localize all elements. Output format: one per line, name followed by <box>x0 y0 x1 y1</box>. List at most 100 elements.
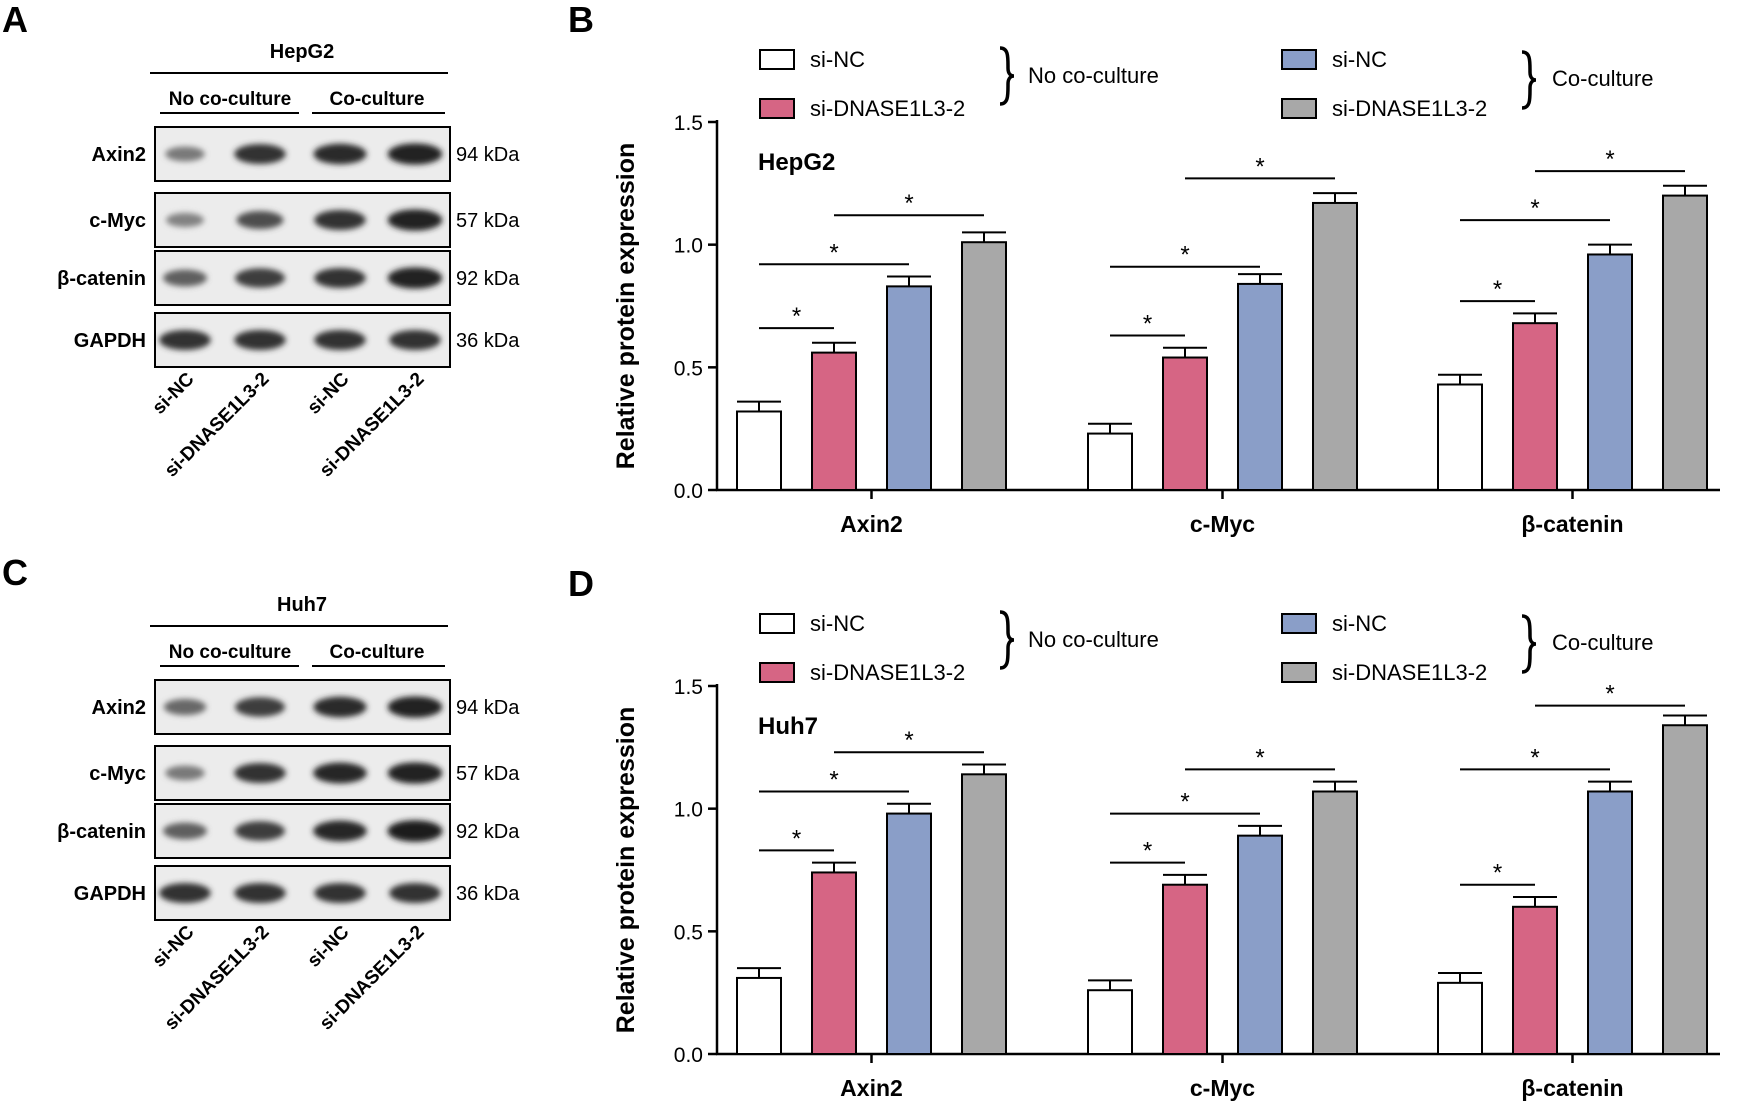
significance-star: * <box>1143 838 1152 865</box>
bar-chart: Bsi-NC si-DNASE1L3-2 si-NC si-DNASE1L3-2 No … <box>568 0 1720 537</box>
legend-swatch <box>1281 49 1317 70</box>
blot-band <box>387 267 443 289</box>
chart-title: HepG2 <box>758 149 835 176</box>
blot-row: Axin2 94 kDa <box>92 679 520 735</box>
blot-protein-label: Axin2 <box>92 144 146 166</box>
legend-label: si-DNASE1L3-2 <box>1332 660 1487 685</box>
significance-star: * <box>792 303 801 330</box>
blot-band <box>389 329 441 351</box>
legend-label: si-NC <box>1332 47 1387 72</box>
bar <box>1312 201 1358 492</box>
blot-band <box>387 762 443 784</box>
y-tick-label: 0.0 <box>674 480 703 503</box>
bar <box>736 410 782 492</box>
bar <box>886 812 932 1055</box>
y-tick-label: 0.5 <box>674 357 703 380</box>
blot-band <box>387 696 443 718</box>
blot-lane-label: si-NC <box>149 368 199 418</box>
legend-group-label: No co-culture <box>1028 63 1159 88</box>
panel-letter: C <box>2 552 28 593</box>
blot-group-label: Co-culture <box>330 89 425 110</box>
significance-star: * <box>792 825 801 852</box>
blot-lane-label: si-NC <box>149 921 199 971</box>
blot-band <box>314 329 366 351</box>
legend-label: si-NC <box>810 47 865 72</box>
blot-band <box>314 267 366 289</box>
bar <box>1087 432 1133 491</box>
bar <box>961 241 1007 491</box>
x-tick-label: c-Myc <box>1190 511 1255 537</box>
blot-group-label: No co-culture <box>169 89 291 110</box>
bar <box>736 976 782 1055</box>
legend-label: si-DNASE1L3-2 <box>1332 96 1487 121</box>
chart-legend: si-NC si-DNASE1L3-2 si-NC si-DNASE1L3-2 No c… <box>759 610 1653 685</box>
blot-band <box>314 882 366 904</box>
significance-star: * <box>1180 789 1189 816</box>
significance-star: * <box>904 190 913 217</box>
legend-group-label: Co-culture <box>1552 630 1653 655</box>
bar <box>1662 194 1708 491</box>
bar <box>1512 322 1558 491</box>
blot-kda-label: 92 kDa <box>456 821 520 843</box>
legend-brace <box>1521 614 1537 674</box>
bar <box>1312 790 1358 1055</box>
bar <box>886 285 932 491</box>
blot-cell-line: HepG2 <box>270 41 334 63</box>
significance-star: * <box>829 239 838 266</box>
x-tick-label: β-catenin <box>1521 511 1623 537</box>
significance-star: * <box>1493 276 1502 303</box>
y-axis-label: Relative protein expression <box>612 143 640 470</box>
legend-brace <box>1521 50 1537 110</box>
significance-star: * <box>829 766 838 793</box>
blot-kda-label: 36 kDa <box>456 883 520 905</box>
legend-swatch <box>1281 98 1317 119</box>
blot-band <box>166 212 204 228</box>
blot-kda-label: 57 kDa <box>456 210 520 232</box>
x-tick-label: β-catenin <box>1521 1075 1623 1101</box>
blot-band <box>234 882 286 904</box>
legend-label: si-NC <box>810 611 865 636</box>
blot-protein-label: Axin2 <box>92 697 146 719</box>
blot-band <box>159 882 211 904</box>
blot-protein-label: β-catenin <box>57 821 146 843</box>
y-tick-label: 1.5 <box>674 676 703 699</box>
significance-star: * <box>1605 146 1614 173</box>
bar <box>1512 905 1558 1055</box>
y-tick-label: 1.0 <box>674 235 703 258</box>
blot-band <box>235 821 285 841</box>
blot-row: Axin2 94 kDa <box>92 126 520 182</box>
bar <box>1237 834 1283 1055</box>
legend-label: si-NC <box>1332 611 1387 636</box>
bar <box>811 871 857 1055</box>
significance-star: * <box>1530 744 1539 771</box>
blot-band <box>235 268 285 288</box>
significance-star: * <box>1493 860 1502 887</box>
blot-band <box>387 209 443 231</box>
blot-band <box>236 210 284 230</box>
legend-brace <box>999 610 1015 670</box>
blot-kda-label: 94 kDa <box>456 697 520 719</box>
legend-swatch <box>1281 613 1317 634</box>
blot-band <box>165 765 205 781</box>
x-tick-label: c-Myc <box>1190 1075 1255 1101</box>
bar <box>1662 724 1708 1056</box>
blot-band <box>314 209 366 231</box>
blot-band <box>234 329 286 351</box>
legend-label: si-DNASE1L3-2 <box>810 96 965 121</box>
blot-band <box>159 329 211 351</box>
bar <box>1162 883 1208 1055</box>
blot-band <box>313 696 367 718</box>
legend-swatch <box>1281 662 1317 683</box>
significance-star: * <box>1605 681 1614 708</box>
bar <box>1162 356 1208 491</box>
blot-band <box>313 762 367 784</box>
bar <box>1237 282 1283 492</box>
chart-title: Huh7 <box>758 713 818 740</box>
blot-kda-label: 36 kDa <box>456 330 520 352</box>
blot-band <box>163 269 207 287</box>
bar <box>1587 790 1633 1055</box>
panel-letter: B <box>568 0 594 40</box>
panel-letter: A <box>2 0 28 40</box>
